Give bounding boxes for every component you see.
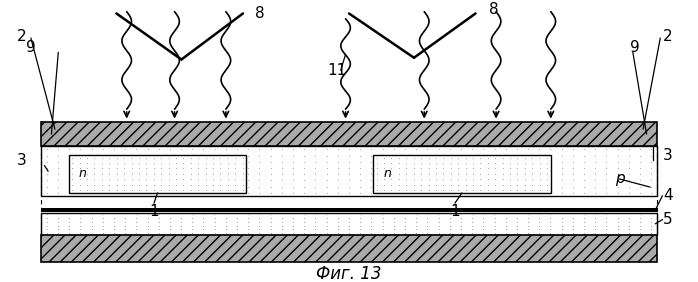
Bar — [41, 213, 657, 235]
Bar — [68, 155, 246, 193]
Bar — [373, 155, 551, 193]
Text: 4: 4 — [663, 188, 673, 203]
Text: 2: 2 — [17, 29, 27, 44]
Text: 1: 1 — [149, 204, 159, 219]
Text: 5: 5 — [663, 212, 673, 227]
Text: Фиг. 13: Фиг. 13 — [316, 265, 382, 282]
Text: 9: 9 — [26, 39, 36, 55]
Text: 8: 8 — [255, 6, 265, 21]
Text: 8: 8 — [489, 3, 499, 17]
Text: 11: 11 — [327, 63, 346, 78]
Text: 9: 9 — [630, 39, 640, 55]
Text: n: n — [383, 168, 391, 180]
Text: 1: 1 — [450, 204, 460, 219]
Text: 3: 3 — [17, 153, 27, 168]
Text: n: n — [79, 168, 87, 180]
Text: 3: 3 — [663, 148, 673, 163]
Bar — [41, 208, 657, 212]
Bar — [41, 122, 657, 146]
Bar — [41, 235, 657, 262]
Text: 2: 2 — [663, 29, 673, 44]
Text: p: p — [615, 171, 625, 186]
Bar — [41, 146, 657, 196]
